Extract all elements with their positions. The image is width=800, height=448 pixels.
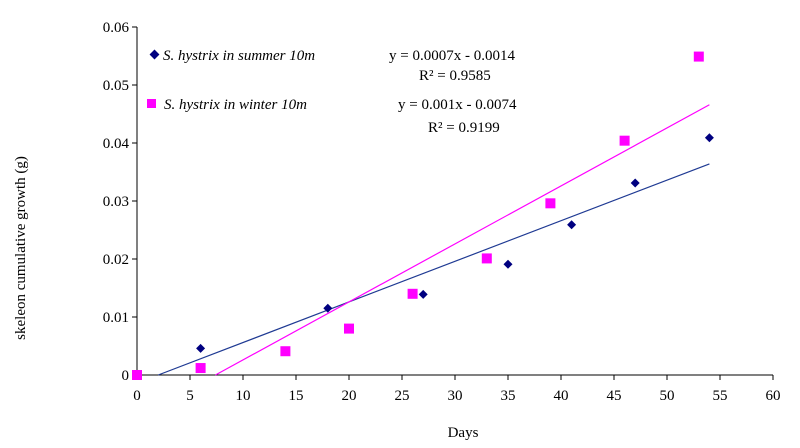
data-point-winter — [344, 323, 354, 334]
x-axis-title: Days — [448, 425, 479, 441]
data-point-summer — [196, 343, 206, 353]
trendlines — [157, 104, 710, 376]
r2-summer: R² = 0.9585 — [419, 68, 491, 84]
x-tick-label: 35 — [501, 388, 516, 404]
y-tick-label: 0.02 — [103, 252, 129, 268]
data-point-summer — [323, 303, 333, 313]
x-tick-label: 15 — [289, 388, 304, 404]
data-point-winter — [195, 363, 206, 374]
data-point-summer — [503, 259, 513, 269]
y-tick-label: 0 — [122, 368, 130, 384]
trendline-winter — [215, 104, 710, 376]
legend-label-winter: S. hystrix in winter 10m — [164, 97, 307, 113]
data-point-summer — [704, 133, 714, 143]
y-axis-title: skeleon cumulative growth (g) — [13, 156, 29, 340]
data-point-winter — [545, 198, 556, 209]
x-tick-label: 55 — [713, 388, 728, 404]
legend-marker-summer — [149, 49, 160, 60]
y-tick-label: 0.04 — [103, 136, 130, 152]
y-tick-label: 0.05 — [103, 78, 129, 94]
x-tick-label: 20 — [342, 388, 357, 404]
x-tick-label: 5 — [186, 388, 194, 404]
trendline-summer — [157, 163, 710, 376]
x-tick-label: 10 — [236, 388, 251, 404]
data-point-winter — [619, 135, 630, 146]
x-tick-label: 30 — [448, 388, 463, 404]
data-point-winter — [481, 253, 492, 264]
data-point-summer — [630, 178, 640, 188]
legend-label-summer: S. hystrix in summer 10m — [163, 48, 315, 64]
x-tick-label: 45 — [607, 388, 622, 404]
tick-labels: 0 5 10 15 20 25 30 35 40 45 50 55 60 0 0.01 0.02 0.03 0.0… — [103, 20, 781, 404]
r2-winter: R² = 0.9199 — [428, 120, 500, 136]
data-points — [132, 51, 714, 380]
data-point-summer — [418, 289, 428, 299]
y-tick-label: 0.06 — [103, 20, 130, 36]
legend-entry-winter: S. hystrix in winter 10m — [147, 97, 307, 113]
data-point-summer — [567, 220, 577, 230]
axes — [132, 26, 774, 380]
y-tick-label: 0.01 — [103, 310, 129, 326]
x-tick-label: 50 — [660, 388, 675, 404]
data-point-winter — [693, 51, 704, 62]
equation-summer: y = 0.0007x - 0.0014 — [389, 48, 515, 64]
data-point-winter — [407, 288, 418, 299]
data-point-winter — [132, 370, 142, 380]
x-tick-label: 0 — [133, 388, 141, 404]
y-tick-label: 0.03 — [103, 194, 129, 210]
equation-winter: y = 0.001x - 0.0074 — [398, 97, 517, 113]
legend-entry-summer: S. hystrix in summer 10m — [149, 48, 315, 64]
x-tick-label: 40 — [554, 388, 569, 404]
data-point-winter — [280, 346, 291, 357]
legend-marker-winter — [147, 99, 156, 108]
x-tick-label: 60 — [766, 388, 781, 404]
x-tick-label: 25 — [395, 388, 410, 404]
